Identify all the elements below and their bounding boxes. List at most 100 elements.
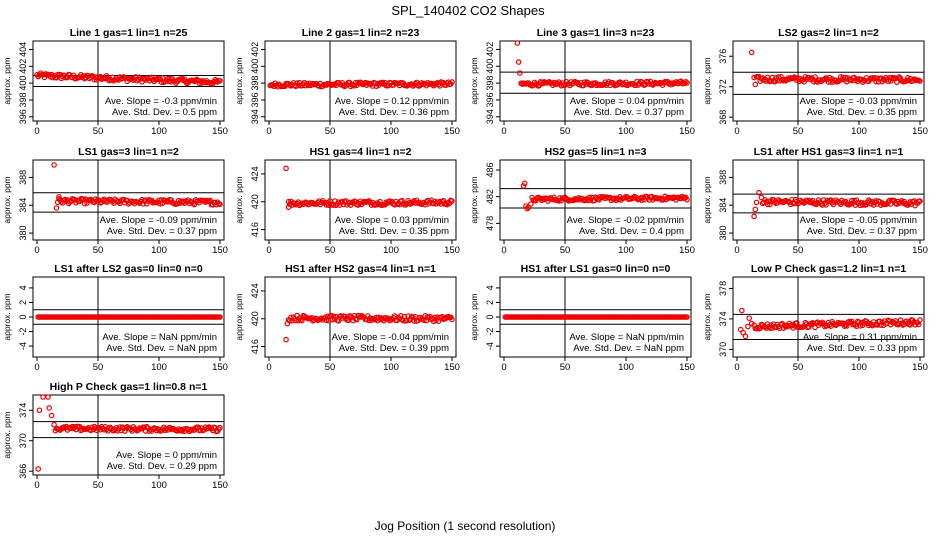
x-tick-label: 100: [851, 245, 867, 256]
panel-3: Line 3 gas=1 lin=3 n=23 0 50 100 150 394 39639…: [469, 27, 695, 137]
data-point: [752, 81, 759, 88]
y-tick-label: 486: [485, 162, 495, 177]
data-point: [122, 428, 128, 434]
y-tick-label: 482: [485, 189, 495, 204]
x-tick-label: 150: [912, 245, 928, 256]
panel-annotation: Ave. Std. Dev. = 0.35 ppm: [339, 226, 449, 237]
x-tick-label: 50: [93, 362, 104, 373]
x-tick-label: 50: [93, 126, 104, 137]
data-point: [79, 426, 85, 433]
plot-frame: [499, 159, 692, 241]
y-tick-label: 404: [18, 42, 28, 57]
panel-annotation: Ave. Slope = -0.04 ppm/min: [332, 332, 449, 343]
plot-frame: [32, 159, 225, 241]
x-tick-label: 50: [325, 126, 336, 137]
data-point: [820, 197, 827, 203]
data-point: [449, 198, 455, 204]
y-axis-label: approx. ppm: [2, 293, 12, 340]
data-point: [808, 321, 815, 327]
y-tick-label: 388: [718, 170, 728, 185]
data-point: [752, 206, 759, 213]
x-tick-label: 0: [266, 362, 271, 373]
y-tick-label: 0: [485, 314, 495, 319]
plot-frame: [499, 40, 692, 122]
data-point: [295, 82, 302, 89]
y-tick-label: 394: [485, 109, 495, 124]
data-point: [875, 78, 882, 85]
data-point: [818, 320, 824, 327]
panel-annotation: Ave. Slope = -0.02 ppm/min: [567, 215, 684, 226]
data-point: [917, 198, 923, 204]
data-point: [140, 201, 146, 207]
data-point: [745, 323, 751, 330]
panel-annotation: Ave. Std. Dev. = 0.29 ppm: [107, 461, 217, 472]
data-point: [853, 323, 860, 330]
x-tick-label: 150: [444, 362, 460, 373]
panel-title: LS1 after HS1 gas=3 lin=1 n=1: [754, 146, 904, 158]
y-tick-label: 398: [485, 76, 495, 91]
y-tick-label: 366: [18, 464, 28, 479]
data-point: [684, 314, 690, 320]
x-tick-label: 100: [851, 126, 867, 137]
panel-annotation: Ave. Std. Dev. = 0.39 ppm: [339, 343, 449, 354]
plot-frame: [732, 40, 925, 122]
y-tick-label: 398: [18, 92, 28, 107]
panel-4: LS2 gas=2 lin=1 n=2 0 50 100 150 368 372 376 app…: [702, 27, 928, 137]
data-point: [335, 199, 342, 205]
y-tick-label: 424: [250, 283, 260, 298]
data-point: [449, 79, 455, 85]
panel-annotation: Ave. Slope = -0.3 ppm/min: [105, 96, 217, 107]
y-tick-label: 478: [485, 216, 495, 231]
data-point: [53, 205, 60, 211]
panel-title: Low P Check gas=1.2 lin=1 n=1: [751, 263, 906, 275]
x-tick-label: 50: [325, 245, 336, 256]
x-tick-label: 0: [501, 126, 506, 137]
x-tick-label: 50: [560, 126, 571, 137]
panel-6: HS1 gas=4 lin=1 n=2 0 50 100 150 416 420 424 app…: [234, 146, 460, 256]
y-tick-label: 370: [18, 433, 28, 448]
data-point: [56, 194, 62, 200]
plot-frame: [732, 159, 925, 241]
panel-13: High P Check gas=1 lin=0.8 n=1 0 50 100 150 3…: [2, 381, 228, 491]
data-point: [647, 78, 654, 85]
y-tick-label: 416: [250, 339, 260, 354]
y-axis-label: approx. ppm: [702, 293, 712, 340]
y-axis-label: approx. ppm: [702, 176, 712, 223]
x-tick-label: 100: [851, 362, 867, 373]
panel-1: Line 1 gas=1 lin=1 n=250 50 100 15039639840…: [2, 27, 228, 137]
panel-annotation: Ave. Slope = NaN ppm/min: [102, 332, 217, 343]
data-point: [917, 78, 923, 84]
x-tick-label: 50: [93, 480, 104, 491]
data-point: [205, 425, 211, 432]
y-tick-label: 0: [18, 314, 28, 319]
plot-frame: [264, 276, 457, 358]
y-tick-label: -2: [485, 328, 495, 336]
y-tick-label: 380: [718, 226, 728, 241]
panel-annotation: Ave. Slope = 0.03 ppm/min: [335, 215, 449, 226]
plot-frame: [264, 159, 457, 241]
panel-8: LS1 after HS1 gas=3 lin=1 n=1 0 50 100 150 38…: [702, 146, 928, 256]
x-tick-label: 100: [151, 245, 167, 256]
data-point: [449, 316, 455, 323]
panel-title: LS1 after LS2 gas=0 lin=0 n=0: [54, 263, 203, 275]
data-point: [358, 80, 365, 86]
y-tick-label: 398: [250, 76, 260, 91]
x-tick-label: 50: [560, 245, 571, 256]
y-axis-label: approx. ppm: [2, 57, 12, 104]
data-point: [824, 197, 831, 204]
data-point: [521, 180, 528, 187]
y-axis-label: approx. ppm: [234, 293, 244, 340]
data-point: [46, 405, 53, 411]
y-tick-label: 424: [250, 166, 260, 181]
data-point: [217, 201, 223, 208]
y-tick-label: 420: [250, 311, 260, 326]
data-point: [748, 49, 755, 56]
panel-annotation: Ave. Std. Dev. = 0.37 ppm: [807, 226, 917, 237]
y-axis-label: approx. ppm: [234, 57, 244, 104]
y-tick-label: 370: [718, 342, 728, 357]
y-tick-label: 400: [18, 76, 28, 91]
data-point: [764, 201, 771, 208]
x-tick-label: 50: [793, 245, 804, 256]
data-point: [756, 189, 762, 196]
